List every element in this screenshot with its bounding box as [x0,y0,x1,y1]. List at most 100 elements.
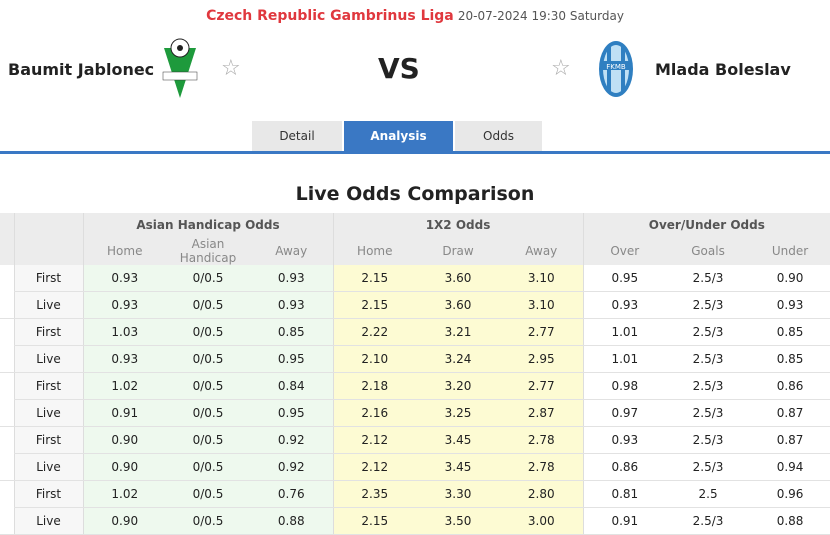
odds-cell[interactable]: 0.95 [250,345,334,373]
odds-cell[interactable]: 2.10 [332,345,417,373]
league-name[interactable]: Czech Republic Gambrinus Liga [206,8,454,24]
odds-cell[interactable]: 2.5 [666,480,751,508]
odds-cell[interactable]: 0.86 [582,453,667,481]
odds-cell[interactable]: 1.03 [82,318,166,346]
odds-cell[interactable]: 0.92 [250,426,334,454]
odds-cell[interactable]: 3.20 [416,372,501,400]
match-info: Czech Republic Gambrinus Liga 20-07-2024… [0,8,830,24]
odds-cell[interactable]: 3.10 [500,291,584,319]
odds-cell[interactable]: 2.77 [500,318,584,346]
tab-analysis[interactable]: Analysis [344,121,453,151]
odds-cell[interactable]: 2.35 [332,480,417,508]
odds-cell[interactable]: 0.93 [82,345,166,373]
odds-cell[interactable]: 0.90 [82,453,166,481]
favorite-home-star-icon[interactable]: ☆ [221,56,241,81]
odds-cell[interactable]: 0.93 [582,291,667,319]
odds-cell[interactable]: 0.94 [750,453,830,481]
odds-cell[interactable]: 0.95 [582,265,667,292]
odds-cell[interactable]: 1.02 [82,480,166,508]
odds-cell[interactable]: 0.87 [750,399,830,427]
odds-cell[interactable]: 2.78 [500,426,584,454]
odds-cell[interactable]: 0/0.5 [166,507,250,535]
odds-cell[interactable]: 0.85 [750,318,830,346]
odds-cell[interactable]: 3.25 [416,399,501,427]
odds-cell[interactable]: 0.85 [750,345,830,373]
odds-cell[interactable]: 0.87 [750,426,830,454]
odds-cell[interactable]: 3.00 [500,507,584,535]
odds-cell[interactable]: 0/0.5 [166,453,250,481]
odds-cell[interactable]: 2.78 [500,453,584,481]
odds-cell[interactable]: 0/0.5 [166,372,250,400]
odds-cell[interactable]: 0.97 [582,399,667,427]
odds-cell[interactable]: 0.85 [250,318,334,346]
odds-cell[interactable]: 2.18 [332,372,417,400]
odds-cell[interactable]: 3.30 [416,480,501,508]
odds-cell[interactable]: 2.80 [500,480,584,508]
odds-cell[interactable]: 3.10 [500,265,584,292]
odds-cell[interactable]: 3.24 [416,345,501,373]
odds-cell[interactable]: 3.45 [416,453,501,481]
tab-detail[interactable]: Detail [252,121,342,151]
odds-cell[interactable]: 2.5/3 [666,372,751,400]
odds-cell[interactable]: 0.98 [582,372,667,400]
tab-odds[interactable]: Odds [455,121,542,151]
odds-cell[interactable]: 0.84 [250,372,334,400]
odds-cell[interactable]: 0.76 [250,480,334,508]
odds-cell[interactable]: 0/0.5 [166,399,250,427]
odds-cell[interactable]: 0.88 [250,507,334,535]
odds-cell[interactable]: 2.15 [332,507,417,535]
odds-cell[interactable]: 0.93 [582,426,667,454]
odds-cell[interactable]: 0.93 [750,291,830,319]
odds-cell[interactable]: 0.93 [250,291,334,319]
away-team-name[interactable]: Mlada Boleslav [655,60,791,79]
odds-cell[interactable]: 2.15 [332,265,417,292]
subheader-home: Home [82,237,166,265]
odds-cell[interactable]: 0.88 [750,507,830,535]
odds-cell[interactable]: 2.77 [500,372,584,400]
odds-cell[interactable]: 0.90 [750,265,830,292]
odds-cell[interactable]: 0/0.5 [166,345,250,373]
odds-cell[interactable]: 2.15 [332,291,417,319]
odds-cell[interactable]: 2.5/3 [666,453,751,481]
home-team-name[interactable]: Baumit Jablonec [8,60,155,79]
odds-cell[interactable]: 0.96 [750,480,830,508]
odds-cell[interactable]: 2.22 [332,318,417,346]
odds-cell[interactable]: 3.60 [416,265,501,292]
odds-cell[interactable]: 0.90 [82,426,166,454]
odds-cell[interactable]: 0.93 [250,265,334,292]
odds-cell[interactable]: 2.16 [332,399,417,427]
odds-cell[interactable]: 0/0.5 [166,426,250,454]
odds-cell[interactable]: 1.02 [82,372,166,400]
odds-cell[interactable]: 3.21 [416,318,501,346]
odds-cell[interactable]: 0/0.5 [166,318,250,346]
odds-cell[interactable]: 2.5/3 [666,318,751,346]
odds-cell[interactable]: 0.91 [582,507,667,535]
odds-cell[interactable]: 0.95 [250,399,334,427]
odds-cell[interactable]: 0.91 [82,399,166,427]
odds-cell[interactable]: 2.87 [500,399,584,427]
odds-cell[interactable]: 2.12 [332,426,417,454]
odds-cell[interactable]: 0.81 [582,480,667,508]
odds-cell[interactable]: 2.5/3 [666,507,751,535]
odds-cell[interactable]: 2.5/3 [666,399,751,427]
favorite-away-star-icon[interactable]: ☆ [551,56,571,81]
odds-cell[interactable]: 2.5/3 [666,265,751,292]
odds-cell[interactable]: 0/0.5 [166,265,250,292]
odds-cell[interactable]: 2.5/3 [666,345,751,373]
odds-cell[interactable]: 2.5/3 [666,426,751,454]
odds-cell[interactable]: 0.86 [750,372,830,400]
odds-cell[interactable]: 1.01 [582,318,667,346]
odds-cell[interactable]: 2.12 [332,453,417,481]
odds-cell[interactable]: 2.95 [500,345,584,373]
odds-cell[interactable]: 0.93 [82,265,166,292]
odds-cell[interactable]: 0.92 [250,453,334,481]
odds-cell[interactable]: 0/0.5 [166,291,250,319]
odds-cell[interactable]: 3.50 [416,507,501,535]
odds-cell[interactable]: 0/0.5 [166,480,250,508]
odds-cell[interactable]: 3.45 [416,426,501,454]
odds-cell[interactable]: 0.90 [82,507,166,535]
odds-cell[interactable]: 1.01 [582,345,667,373]
odds-cell[interactable]: 0.93 [82,291,166,319]
odds-cell[interactable]: 2.5/3 [666,291,751,319]
odds-cell[interactable]: 3.60 [416,291,501,319]
